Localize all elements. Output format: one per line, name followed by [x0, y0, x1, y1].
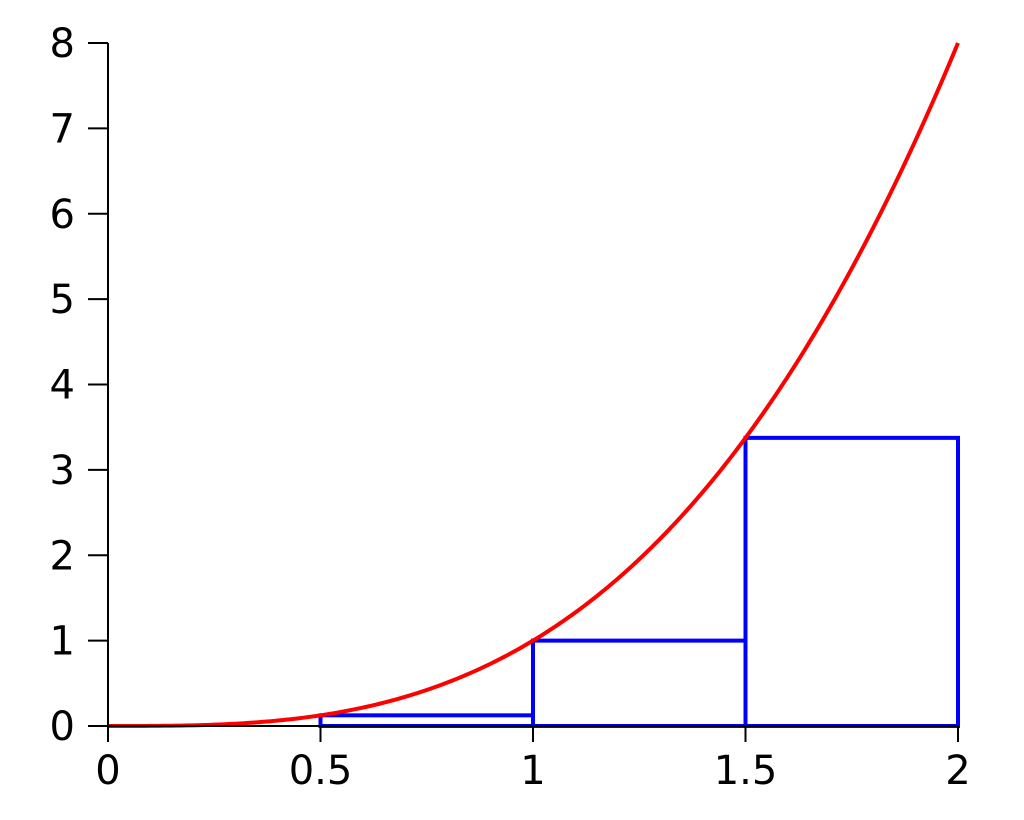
- curve-layer: [108, 42, 960, 728]
- y-tick-label: 0: [50, 704, 75, 750]
- y-tick-label: 3: [50, 448, 75, 494]
- y-tick-label: 2: [50, 533, 75, 579]
- x-tick-label: 1: [520, 748, 545, 794]
- x-tick-label: 0: [95, 748, 120, 794]
- y-tick-label: 8: [50, 21, 75, 67]
- riemann-rectangle-2: [318, 713, 535, 728]
- axes-layer: 0 0.5 1 1.5 2 0 1 2 3 4 5 6 7 8: [50, 21, 971, 794]
- curve-line: [108, 42, 960, 728]
- riemann-rectangle-3: [531, 638, 748, 728]
- x-tick-label: 2: [945, 748, 970, 794]
- x-tick-label: 1.5: [714, 748, 778, 794]
- y-tick-label: 1: [50, 619, 75, 665]
- y-tick-label: 5: [50, 277, 75, 323]
- x-tick-label: 0.5: [289, 748, 353, 794]
- y-tick-label: 6: [50, 192, 75, 238]
- y-tick-label: 7: [50, 106, 75, 152]
- y-tick-label: 4: [50, 363, 75, 409]
- rectangles-layer: [318, 435, 960, 728]
- riemann-rectangle-4: [743, 435, 960, 728]
